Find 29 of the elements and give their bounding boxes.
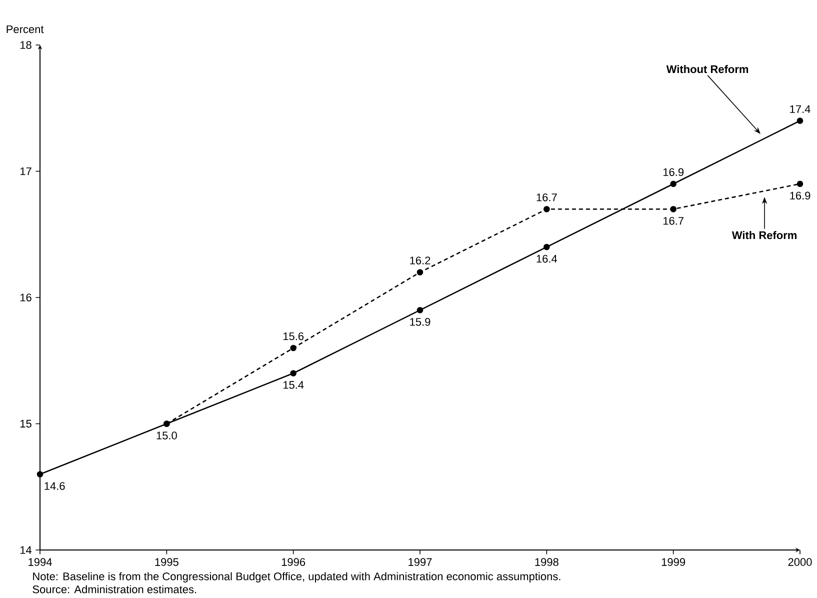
data-label: 17.4 <box>790 105 810 113</box>
x-tick-label: 1996 <box>282 558 306 566</box>
text: With Reform <box>732 231 796 240</box>
text: Without Reform <box>666 65 748 74</box>
data-label: 14.6 <box>44 482 65 490</box>
y-tick-label: 15 <box>20 420 32 428</box>
x-tick-label: 1997 <box>408 558 432 566</box>
data-label: 15.6 <box>283 332 304 340</box>
data-label: 16.7 <box>663 217 684 225</box>
data-label: 16.4 <box>536 254 558 263</box>
x-tick-label: 2000 <box>788 558 812 566</box>
y-tick-label: 16 <box>20 294 32 302</box>
x-tick-label: 1998 <box>535 558 558 566</box>
y-tick-label: 18 <box>20 41 32 49</box>
data-label: 16.9 <box>663 168 684 176</box>
data-label: 15.4 <box>283 381 304 389</box>
x-tick-label: 1999 <box>662 558 686 566</box>
data-label: 16.2 <box>410 256 430 264</box>
data-label: 16.7 <box>536 193 557 202</box>
y-tick-label: 17 <box>20 167 32 176</box>
data-label: 15.0 <box>156 432 177 440</box>
y-axis-title: Percent <box>6 25 44 34</box>
y-tick-label: 14 <box>20 546 32 554</box>
source-note: Source: Administration estimates. <box>32 585 196 594</box>
data-label: 15.9 <box>410 318 430 326</box>
x-tick-label: 1994 <box>28 558 52 566</box>
x-tick-label: 1995 <box>155 558 178 566</box>
text: Note: Baseline is from the Congressional Budget Office, updated with Administration economic assumptions. <box>33 572 560 582</box>
data-label: 16.9 <box>790 192 810 200</box>
